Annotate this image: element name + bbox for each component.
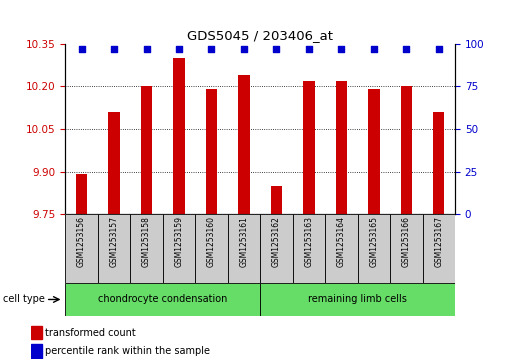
Bar xyxy=(401,86,412,214)
Bar xyxy=(228,214,260,283)
Bar xyxy=(368,89,380,214)
Bar xyxy=(271,186,282,214)
Bar xyxy=(31,344,41,358)
Bar xyxy=(293,214,325,283)
Text: GSM1253166: GSM1253166 xyxy=(402,216,411,267)
Text: GSM1253164: GSM1253164 xyxy=(337,216,346,267)
Text: GSM1253163: GSM1253163 xyxy=(304,216,313,267)
Text: GSM1253160: GSM1253160 xyxy=(207,216,216,267)
Text: GSM1253165: GSM1253165 xyxy=(369,216,378,267)
Bar xyxy=(108,112,120,214)
Point xyxy=(110,46,118,52)
Bar xyxy=(423,214,455,283)
Point xyxy=(272,46,281,52)
Bar xyxy=(130,214,163,283)
Point xyxy=(77,46,86,52)
Point xyxy=(435,46,443,52)
Bar xyxy=(163,214,195,283)
Text: GSM1253167: GSM1253167 xyxy=(434,216,444,267)
Bar xyxy=(260,214,293,283)
Point xyxy=(337,46,346,52)
Bar xyxy=(98,214,130,283)
Bar xyxy=(390,214,423,283)
Bar xyxy=(31,326,41,339)
Text: percentile rank within the sample: percentile rank within the sample xyxy=(45,346,210,356)
Bar xyxy=(303,81,314,214)
Text: cell type: cell type xyxy=(3,294,44,305)
Point xyxy=(402,46,411,52)
Bar xyxy=(195,214,228,283)
Text: GSM1253158: GSM1253158 xyxy=(142,216,151,267)
Point xyxy=(370,46,378,52)
Bar xyxy=(173,58,185,214)
Point xyxy=(142,46,151,52)
Bar xyxy=(206,89,217,214)
Bar xyxy=(238,75,249,214)
Bar xyxy=(65,214,98,283)
Bar xyxy=(76,174,87,214)
Text: GSM1253157: GSM1253157 xyxy=(110,216,119,267)
Text: transformed count: transformed count xyxy=(45,327,136,338)
Title: GDS5045 / 203406_at: GDS5045 / 203406_at xyxy=(187,29,333,42)
Point xyxy=(207,46,215,52)
Text: remaining limb cells: remaining limb cells xyxy=(308,294,407,305)
Point xyxy=(305,46,313,52)
Text: GSM1253159: GSM1253159 xyxy=(175,216,184,267)
Point xyxy=(175,46,183,52)
Bar xyxy=(433,112,445,214)
Bar xyxy=(358,214,390,283)
Text: GSM1253161: GSM1253161 xyxy=(240,216,248,267)
Bar xyxy=(260,283,455,316)
Text: GSM1253162: GSM1253162 xyxy=(272,216,281,267)
Bar xyxy=(325,214,358,283)
Point xyxy=(240,46,248,52)
Text: GSM1253156: GSM1253156 xyxy=(77,216,86,267)
Bar xyxy=(141,86,152,214)
Bar xyxy=(336,81,347,214)
Text: chondrocyte condensation: chondrocyte condensation xyxy=(98,294,228,305)
Bar xyxy=(65,283,260,316)
